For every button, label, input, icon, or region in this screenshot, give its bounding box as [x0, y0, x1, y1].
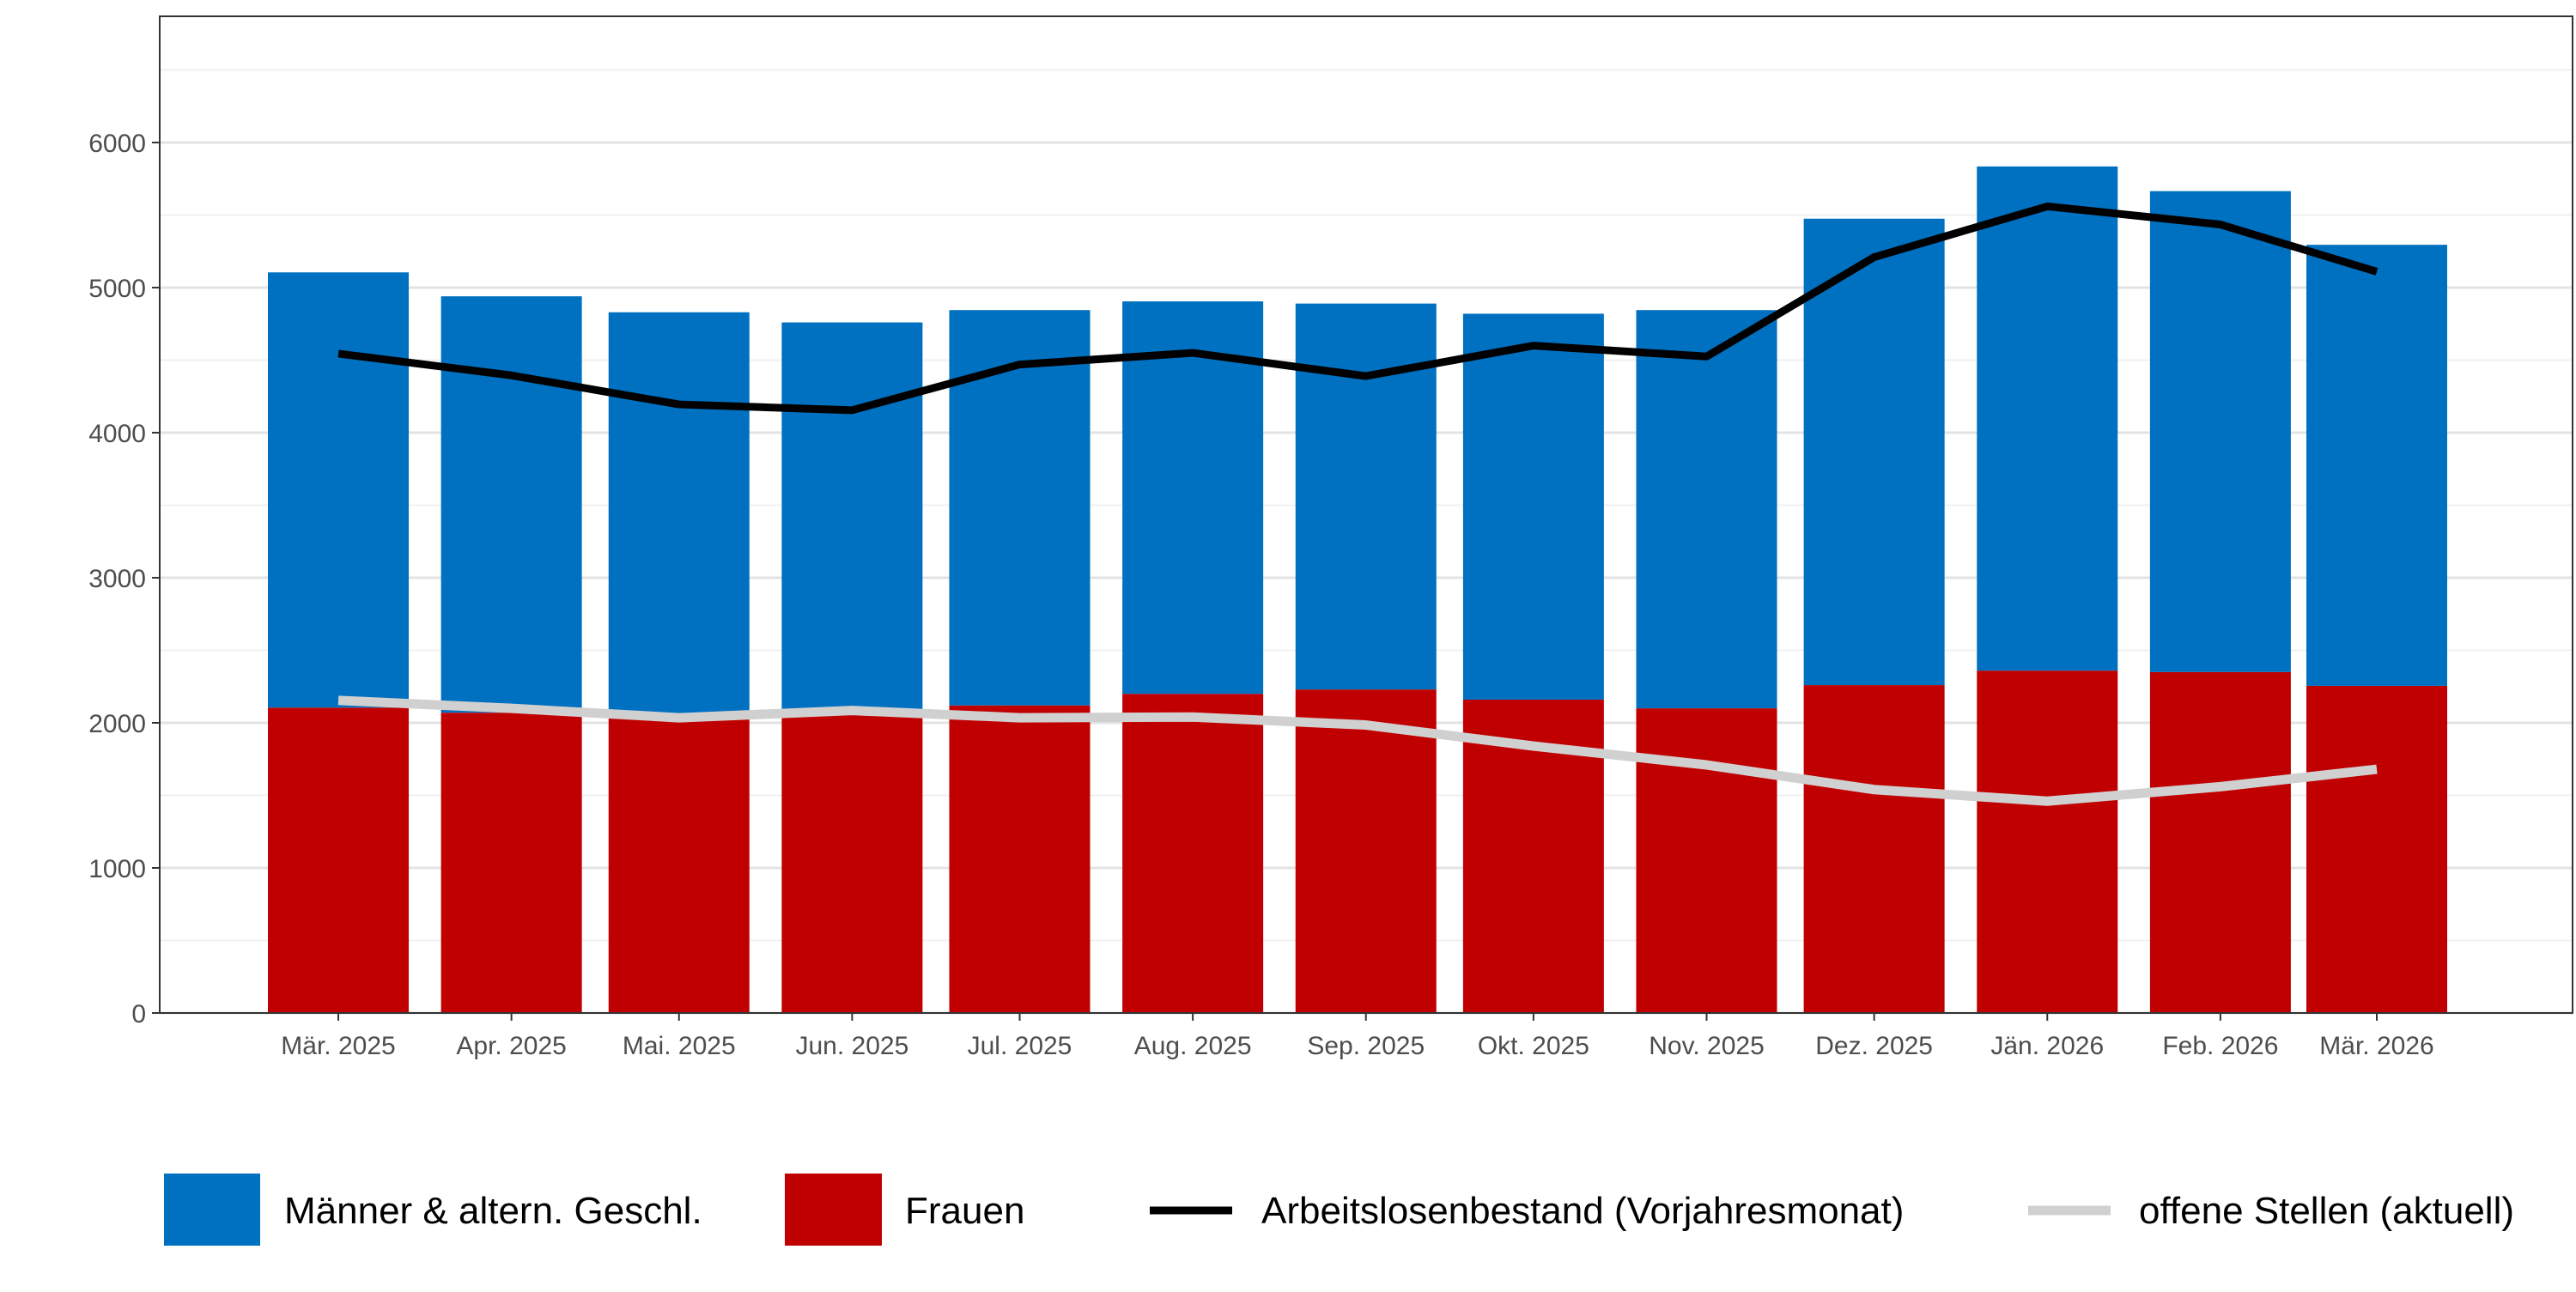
bar-maenner: [781, 322, 923, 715]
bar-maenner: [1462, 313, 1604, 700]
bar-maenner: [440, 296, 582, 713]
line-offene-stellen: [337, 695, 2378, 806]
bar-frauen: [781, 714, 923, 1013]
bar-frauen: [1636, 708, 1777, 1013]
y-tick-label: 4000: [88, 420, 146, 448]
x-tick-label: Jän. 2026: [1990, 1032, 2104, 1060]
bar-frauen: [2306, 685, 2447, 1013]
x-tick-label: Feb. 2026: [2162, 1032, 2278, 1060]
x-tick-label: Sep. 2025: [1307, 1032, 1425, 1060]
y-tick-label: 1000: [88, 855, 146, 883]
bar-frauen: [440, 713, 582, 1013]
legend-swatch-frauen: [785, 1174, 882, 1246]
lines: [337, 202, 2379, 806]
bar-frauen: [1977, 670, 2118, 1013]
y-tick-label: 0: [131, 1000, 146, 1028]
bar-maenner: [1295, 303, 1437, 690]
y-tick-label: 6000: [88, 130, 146, 158]
legend-label-arbeitslosenbestand: Arbeitslosenbestand (Vorjahresmonat): [1261, 1190, 1904, 1232]
bar-maenner: [2149, 191, 2291, 672]
legend: Männer & altern. Geschl. Frauen Arbeitsl…: [164, 1174, 2514, 1246]
legend-swatch-maenner: [164, 1174, 260, 1246]
line-arbeitslosenbestand: [337, 202, 2379, 415]
bar-frauen: [268, 707, 409, 1013]
y-tick-label: 2000: [88, 710, 146, 738]
legend-label-maenner: Männer & altern. Geschl.: [284, 1190, 702, 1232]
x-tick-label: Jun. 2025: [795, 1032, 908, 1060]
bar-maenner: [268, 272, 409, 708]
x-tick-label: Dez. 2025: [1815, 1032, 1933, 1060]
bar-maenner: [949, 310, 1091, 706]
bar-maenner: [1803, 218, 1945, 686]
x-tick-label: Aug. 2025: [1134, 1032, 1252, 1060]
x-tick-label: Apr. 2025: [456, 1032, 566, 1060]
bar-frauen: [1803, 685, 1945, 1013]
legend-item-offene-stellen[interactable]: offene Stellen (aktuell): [2028, 1190, 2514, 1232]
x-tick-label: Mai. 2025: [623, 1032, 736, 1060]
bar-frauen: [1122, 694, 1264, 1013]
bar-frauen: [608, 718, 750, 1013]
x-tick-label: Mär. 2025: [281, 1032, 395, 1060]
bar-maenner: [1122, 301, 1264, 695]
x-tick-label: Jul. 2025: [968, 1032, 1072, 1060]
x-tick-label: Okt. 2025: [1478, 1032, 1589, 1060]
bar-maenner: [2306, 245, 2447, 686]
legend-label-offene-stellen: offene Stellen (aktuell): [2139, 1190, 2514, 1232]
y-tick-label: 3000: [88, 565, 146, 593]
legend-item-frauen[interactable]: Frauen: [785, 1174, 1024, 1246]
legend-label-frauen: Frauen: [905, 1190, 1024, 1232]
bar-frauen: [1295, 689, 1437, 1013]
legend-item-arbeitslosenbestand[interactable]: Arbeitslosenbestand (Vorjahresmonat): [1150, 1190, 1904, 1232]
bar-maenner: [1977, 166, 2118, 671]
x-tick-label: Mär. 2026: [2319, 1032, 2433, 1060]
x-tick-label: Nov. 2025: [1649, 1032, 1765, 1060]
x-axis: Mär. 2025 Apr. 2025 Mai. 2025 Jun. 2025 Jul.…: [281, 1013, 2434, 1060]
bar-frauen: [949, 705, 1091, 1013]
y-tick-label: 5000: [88, 275, 146, 303]
bar-maenner: [608, 312, 750, 719]
bars: [268, 166, 2447, 1013]
y-axis: 0 1000 2000 3000 4000 5000 6000: [88, 130, 160, 1028]
bar-frauen: [2149, 671, 2291, 1013]
bar-maenner: [1636, 310, 1777, 709]
legend-item-maenner[interactable]: Männer & altern. Geschl.: [164, 1174, 702, 1246]
